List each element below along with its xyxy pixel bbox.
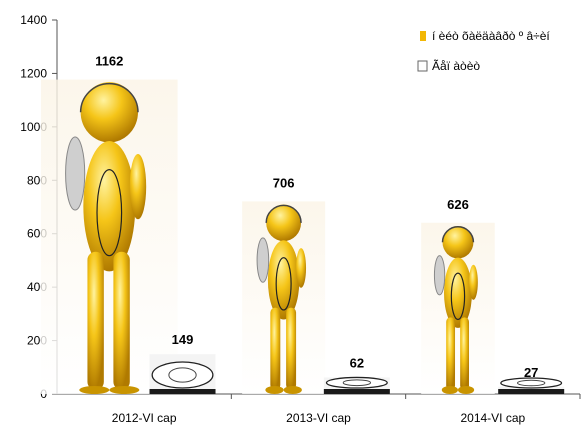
y-tick-label: 1400 [20, 13, 47, 27]
data-label-series-2-2: 62 [350, 355, 364, 370]
bar-golden-figure-2 [242, 201, 326, 394]
plate-icon [417, 60, 428, 72]
bar-plate-1 [149, 354, 216, 394]
legend-label-2: Ãåï àòèò [432, 59, 480, 73]
data-label-series-2-3: 27 [524, 365, 538, 380]
data-label-series-1-1: 1162 [95, 54, 123, 69]
golden-figure-icon [420, 31, 426, 41]
x-tick-label: 2013-VI cap [286, 411, 351, 425]
legend-item-2: Ãåï àòèò [417, 59, 480, 73]
bar-plate-3 [498, 377, 565, 394]
x-tick-label: 2012-VI cap [112, 411, 177, 425]
data-label-series-2-1: 149 [172, 332, 194, 347]
legend-item-1: í èéò õàëäàâðò º â÷èí [420, 29, 550, 43]
bar-golden-figure-1 [41, 79, 178, 394]
y-tick-label: 1200 [20, 66, 47, 80]
y-tick-label: 1000 [20, 120, 47, 134]
bars [41, 79, 565, 394]
bar-plate-2 [323, 376, 390, 394]
bar-golden-figure-3 [421, 222, 495, 394]
top-strip [0, 0, 582, 4]
data-labels: 1162 149 706 62 626 27 [95, 54, 538, 380]
data-label-series-1-2: 706 [273, 175, 295, 190]
x-tick-label: 2014-VI cap [460, 411, 525, 425]
legend: í èéò õàëäàâðò º â÷èí Ãåï àòèò [417, 29, 550, 73]
legend-label-1: í èéò õàëäàâðò º â÷èí [432, 29, 550, 43]
data-label-series-1-3: 626 [447, 197, 469, 212]
